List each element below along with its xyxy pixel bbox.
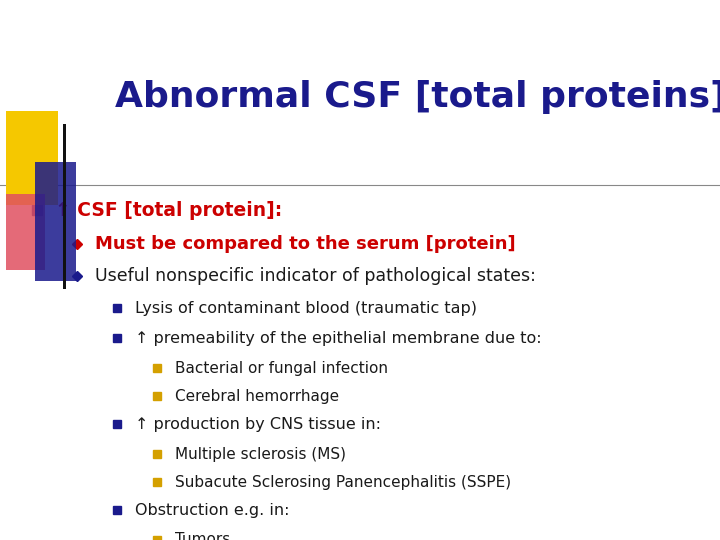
Text: Bacterial or fungal infection: Bacterial or fungal infection [175, 361, 388, 375]
Text: Obstruction e.g. in:: Obstruction e.g. in: [135, 503, 289, 517]
Text: Tumors: Tumors [175, 532, 230, 540]
Text: Multiple sclerosis (MS): Multiple sclerosis (MS) [175, 447, 346, 462]
Text: Cerebral hemorrhage: Cerebral hemorrhage [175, 388, 339, 403]
Text: Abnormal CSF [total proteins]: Abnormal CSF [total proteins] [115, 80, 720, 114]
Text: ↑ premeability of the epithelial membrane due to:: ↑ premeability of the epithelial membran… [135, 330, 541, 346]
Text: ↑ CSF [total protein]:: ↑ CSF [total protein]: [55, 200, 282, 219]
Text: ↑ production by CNS tissue in:: ↑ production by CNS tissue in: [135, 416, 381, 431]
Text: Subacute Sclerosing Panencephalitis (SSPE): Subacute Sclerosing Panencephalitis (SSP… [175, 475, 511, 489]
Text: Useful nonspecific indicator of pathological states:: Useful nonspecific indicator of patholog… [95, 267, 536, 285]
Text: Must be compared to the serum [protein]: Must be compared to the serum [protein] [95, 235, 516, 253]
Text: Lysis of contaminant blood (traumatic tap): Lysis of contaminant blood (traumatic ta… [135, 300, 477, 315]
